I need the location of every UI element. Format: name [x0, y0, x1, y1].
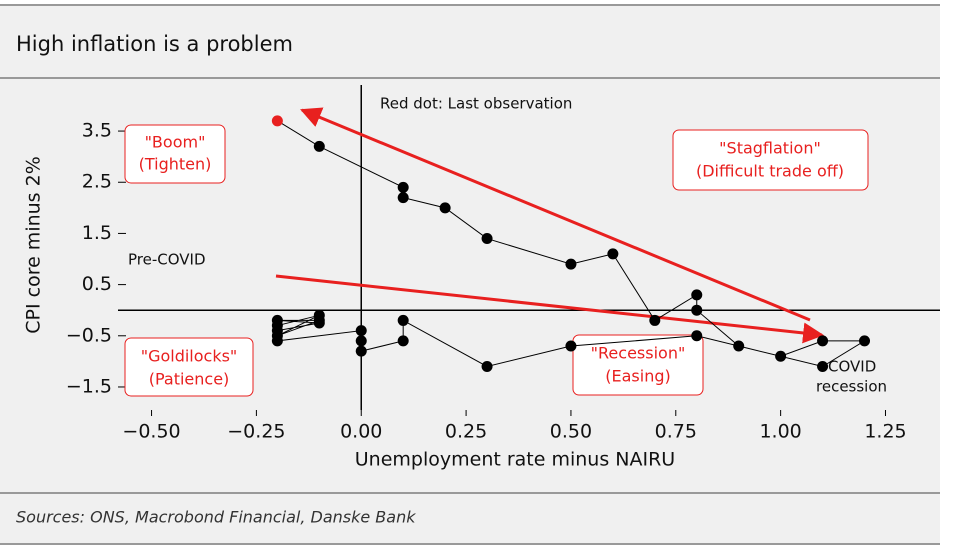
data-point — [733, 340, 745, 352]
x-tick-label: −0.25 — [227, 421, 285, 443]
x-tick-label: 0.75 — [655, 421, 697, 443]
note: Red dot: Last observation — [380, 95, 572, 113]
y-tick-label: 2.5 — [82, 171, 112, 193]
x-tick-label: 1.25 — [864, 421, 906, 443]
data-point — [859, 335, 871, 347]
quadrant-label: "Boom" — [145, 133, 206, 152]
data-point — [271, 325, 283, 337]
annotation-arrows — [275, 107, 825, 344]
x-tick-label: −0.50 — [122, 421, 180, 443]
quadrant-label: "Stagflation" — [719, 139, 821, 158]
data-line — [276, 120, 867, 368]
data-point — [481, 360, 493, 372]
data-point — [397, 314, 409, 326]
quadrant-label: "Recession" — [591, 344, 686, 363]
x-tick-label: 1.00 — [759, 421, 801, 443]
data-point — [607, 248, 619, 260]
y-tick-label: 3.5 — [82, 120, 112, 142]
data-point — [691, 304, 703, 316]
data-point — [313, 140, 325, 152]
data-point — [649, 314, 661, 326]
box — [124, 337, 254, 397]
data-point — [565, 258, 577, 270]
data-point — [271, 115, 283, 127]
x-axis-title: Unemployment rate minus NAIRU — [355, 449, 675, 471]
quadrant-label: (Tighten) — [139, 155, 212, 174]
data-point — [355, 335, 367, 347]
y-tick-label: 1.5 — [82, 222, 112, 244]
data-point — [817, 360, 829, 372]
x-tick-label: 0.50 — [550, 421, 592, 443]
data-point — [691, 289, 703, 301]
pre-covid-label: Pre-COVID — [128, 251, 206, 269]
data-point — [397, 181, 409, 193]
box — [672, 129, 869, 191]
y-tick-label: 0.5 — [82, 273, 112, 295]
quadrant-boxes: "Boom" (Tighten) "Stagflation" (Difficul… — [124, 124, 869, 397]
x-tick-label: 0.25 — [445, 421, 487, 443]
quadrant-label: "Goldilocks" — [141, 347, 238, 366]
data-point — [775, 350, 787, 362]
box — [572, 334, 704, 396]
panel — [0, 4, 940, 545]
covid-label: recession — [816, 378, 887, 396]
quadrant-label: (Easing) — [605, 367, 670, 386]
data-point — [397, 335, 409, 347]
y-axis-title: CPI core minus 2% — [23, 156, 45, 334]
data-point — [271, 314, 283, 326]
arrow — [275, 274, 825, 344]
data-point — [397, 192, 409, 204]
data-point — [565, 340, 577, 352]
quadrant-label: (Patience) — [149, 370, 230, 389]
data-point — [691, 330, 703, 342]
y-tick-label: −0.5 — [66, 324, 112, 346]
arrow — [300, 107, 811, 322]
quadrant-label: (Difficult trade off) — [696, 162, 844, 181]
data-point — [439, 202, 451, 214]
x-tick-label: 0.00 — [340, 421, 382, 443]
y-tick-label: −1.5 — [66, 375, 112, 397]
chart-title: High inflation is a problem — [16, 32, 293, 56]
data-point — [313, 317, 325, 329]
data-point — [355, 325, 367, 337]
covid-label: COVID — [828, 358, 876, 376]
box — [124, 124, 226, 184]
source: Sources: ONS, Macrobond Financial, Dansk… — [16, 508, 416, 527]
data-point — [817, 335, 829, 347]
data-point — [355, 345, 367, 357]
data-point — [481, 233, 493, 245]
data-point — [271, 335, 283, 347]
